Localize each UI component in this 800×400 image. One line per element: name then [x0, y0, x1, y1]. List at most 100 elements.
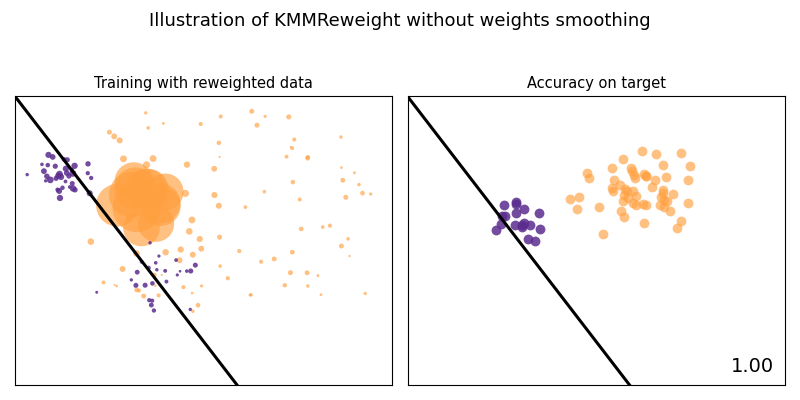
Point [184, 268, 197, 274]
Point [608, 176, 621, 183]
Point [69, 187, 82, 193]
Point [284, 270, 297, 276]
Point [130, 250, 143, 256]
Point [614, 182, 626, 188]
Point [510, 201, 522, 207]
Point [564, 196, 577, 202]
Point [616, 156, 629, 162]
Point [282, 114, 295, 120]
Point [54, 174, 67, 180]
Point [103, 129, 116, 135]
Point [244, 292, 257, 298]
Point [638, 220, 650, 227]
Point [607, 188, 620, 194]
Point [657, 190, 670, 196]
Point [214, 113, 227, 120]
Point [46, 154, 59, 160]
Point [195, 246, 208, 252]
Point [581, 170, 594, 176]
Point [509, 222, 522, 228]
Point [522, 235, 534, 242]
Point [597, 231, 610, 237]
Point [42, 152, 55, 158]
Point [583, 175, 596, 181]
Point [170, 257, 182, 263]
Point [510, 198, 522, 205]
Text: Illustration of KMMReweight without weights smoothing: Illustration of KMMReweight without weig… [149, 12, 651, 30]
Point [186, 290, 198, 296]
Point [59, 166, 72, 172]
Point [159, 189, 172, 195]
Point [314, 292, 327, 298]
Point [359, 290, 372, 297]
Point [622, 195, 634, 202]
Point [174, 246, 187, 253]
Point [110, 283, 123, 289]
Point [348, 170, 361, 176]
Point [343, 253, 356, 259]
Point [140, 162, 153, 168]
Point [51, 186, 64, 193]
Point [54, 195, 66, 201]
Point [571, 206, 584, 212]
Point [186, 252, 199, 258]
Point [683, 163, 696, 170]
Point [157, 120, 170, 127]
Point [268, 256, 281, 262]
Point [515, 222, 528, 228]
Point [295, 226, 308, 232]
Title: Accuracy on target: Accuracy on target [526, 76, 666, 91]
Point [246, 108, 258, 114]
Point [179, 190, 192, 196]
Point [515, 224, 528, 231]
Point [130, 282, 142, 288]
Point [660, 198, 673, 204]
Point [212, 202, 225, 209]
Point [364, 191, 377, 197]
Point [208, 166, 221, 172]
Point [158, 268, 171, 274]
Point [62, 173, 75, 179]
Point [60, 170, 73, 176]
Point [97, 279, 110, 286]
Point [68, 163, 81, 169]
Point [38, 168, 50, 174]
Point [135, 259, 148, 265]
Point [663, 208, 676, 214]
Point [628, 172, 641, 178]
Point [629, 175, 642, 182]
Point [301, 270, 314, 276]
Point [83, 190, 96, 196]
Point [334, 134, 347, 140]
Point [532, 210, 545, 216]
Point [177, 284, 190, 290]
Point [146, 298, 158, 304]
Point [670, 225, 683, 231]
Point [302, 154, 314, 160]
Point [316, 224, 329, 230]
Point [284, 144, 297, 150]
Point [510, 209, 522, 216]
Point [181, 162, 194, 168]
Point [649, 176, 662, 183]
Point [82, 170, 94, 176]
Point [183, 228, 196, 234]
Point [630, 202, 642, 208]
Point [66, 185, 79, 192]
Point [620, 188, 633, 194]
Point [258, 113, 271, 120]
Point [518, 220, 530, 226]
Point [142, 186, 154, 192]
Point [626, 168, 638, 174]
Point [495, 213, 508, 219]
Point [213, 140, 226, 146]
Point [130, 205, 143, 211]
Point [529, 238, 542, 244]
Point [250, 122, 263, 128]
Point [208, 192, 221, 198]
Point [152, 292, 165, 299]
Point [214, 263, 226, 269]
Point [615, 208, 628, 214]
Point [108, 133, 121, 140]
Point [61, 157, 74, 163]
